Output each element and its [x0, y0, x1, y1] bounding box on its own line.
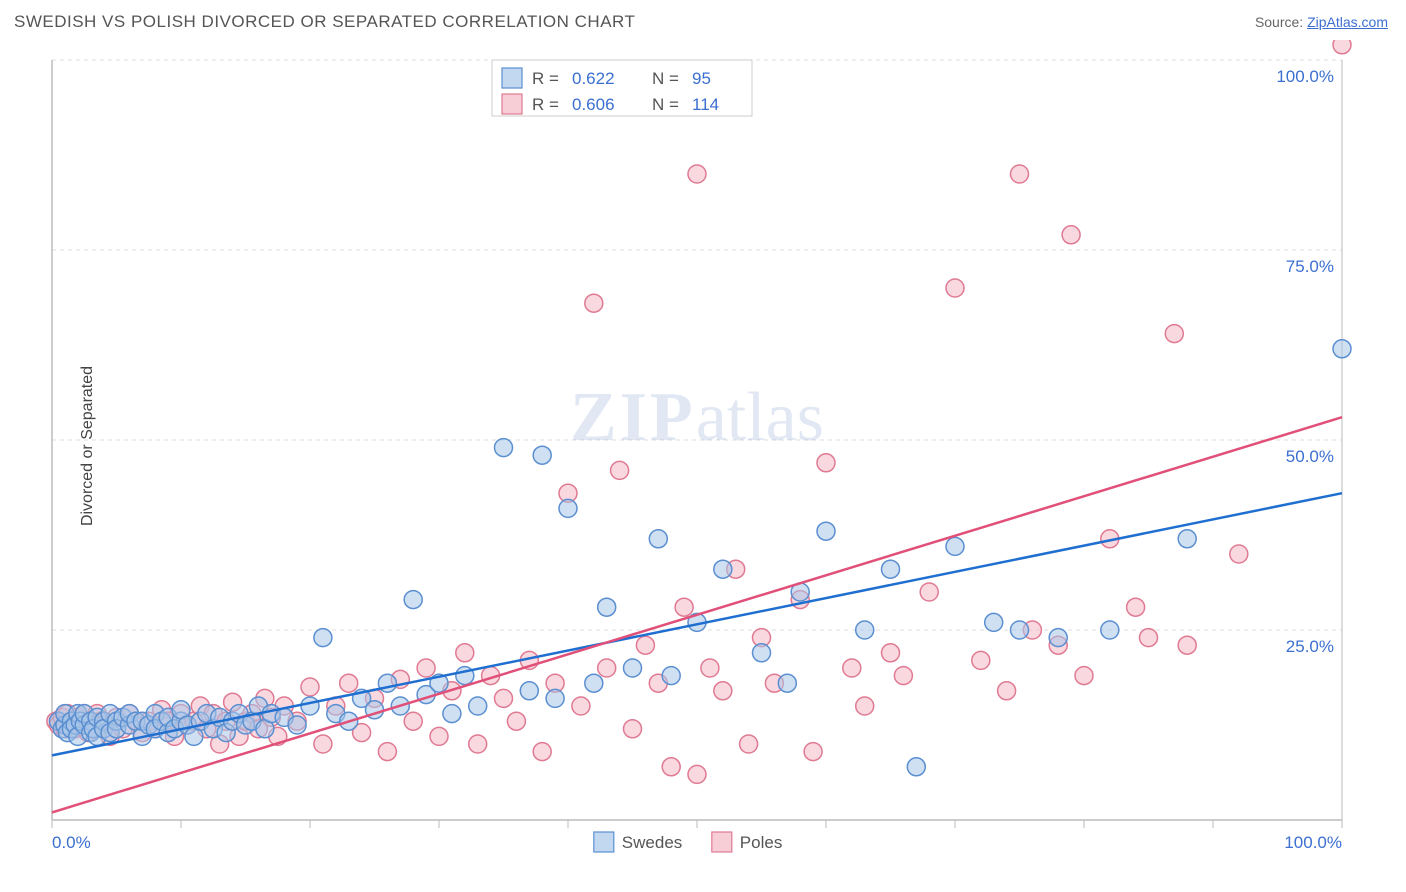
chart-title: SWEDISH VS POLISH DIVORCED OR SEPARATED …	[14, 12, 635, 32]
source-label: Source:	[1255, 14, 1307, 30]
svg-text:100.0%: 100.0%	[1276, 67, 1334, 86]
svg-text:50.0%: 50.0%	[1286, 447, 1334, 466]
svg-text:N =: N =	[652, 95, 679, 114]
svg-text:R =: R =	[532, 69, 559, 88]
svg-text:0.622: 0.622	[572, 69, 615, 88]
svg-text:25.0%: 25.0%	[1286, 637, 1334, 656]
svg-text:75.0%: 75.0%	[1286, 257, 1334, 276]
svg-text:95: 95	[692, 69, 711, 88]
svg-text:ZIPatlas: ZIPatlas	[570, 379, 824, 456]
source-credit: Source: ZipAtlas.com	[1255, 14, 1388, 30]
svg-text:0.606: 0.606	[572, 95, 615, 114]
svg-text:114: 114	[692, 95, 719, 114]
svg-text:N =: N =	[652, 69, 679, 88]
svg-text:100.0%: 100.0%	[1284, 833, 1342, 852]
svg-text:0.0%: 0.0%	[52, 833, 91, 852]
svg-text:Poles: Poles	[740, 833, 783, 852]
correlation-scatter-chart: 25.0% 50.0% 75.0% 100.0% 0.0% 100.0% ZIPatlas R…	[42, 40, 1382, 860]
svg-text:Swedes: Swedes	[622, 833, 682, 852]
svg-text:R =: R =	[532, 95, 559, 114]
source-link[interactable]: ZipAtlas.com	[1307, 14, 1388, 30]
